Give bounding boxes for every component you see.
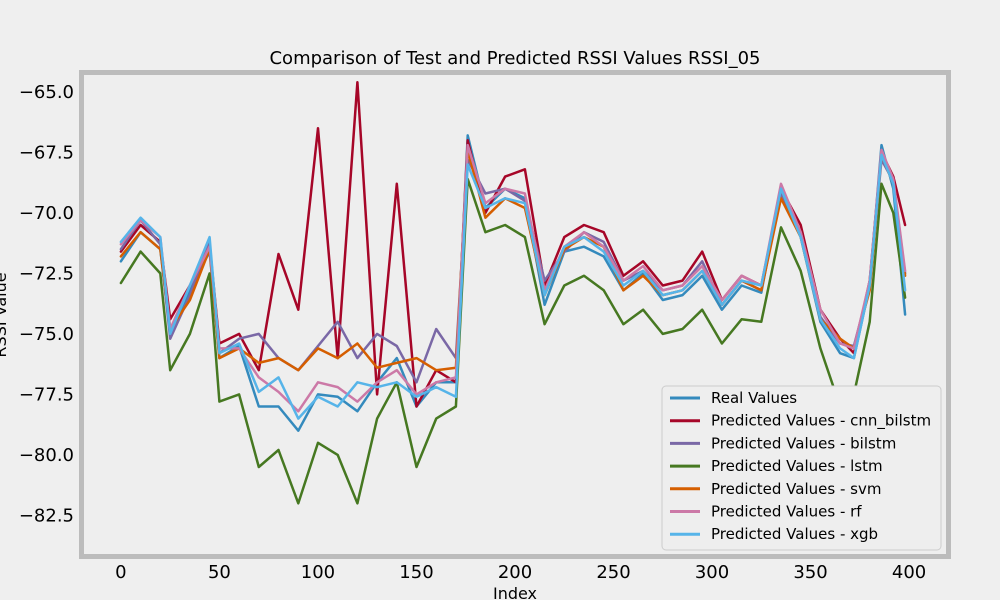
- series-line-1: [119, 80, 907, 408]
- x-ticks: 0 50 100 150 200 250 300 350 400: [115, 562, 926, 583]
- series-line-3: [119, 177, 907, 505]
- legend-label: Predicted Values - xgb: [711, 525, 878, 543]
- legend: Real Values Predicted Values - cnn_bilstm…: [661, 385, 942, 551]
- y-ticks: −82.5 −80.0 −77.5 −75.0 −72.5 −70.0 −67.5 −65.0: [19, 82, 74, 526]
- y-tick-label: −70.0: [19, 203, 74, 224]
- y-tick-label: −67.5: [19, 142, 74, 163]
- x-tick-label: 400: [892, 562, 926, 583]
- x-tick-label: 100: [301, 562, 335, 583]
- y-tick-label: −65.0: [19, 82, 74, 103]
- chart-title: Comparison of Test and Predicted RSSI Va…: [269, 48, 760, 69]
- x-tick-label: 200: [498, 562, 532, 583]
- legend-box: [661, 385, 942, 551]
- legend-label: Predicted Values - bilstm: [711, 434, 896, 452]
- y-tick-label: −80.0: [19, 445, 74, 466]
- x-tick-label: 250: [596, 562, 630, 583]
- x-tick-label: 300: [695, 562, 729, 583]
- y-tick-label: −82.5: [19, 505, 74, 526]
- series-line-6: [119, 153, 907, 420]
- series-lines: [119, 80, 907, 505]
- legend-label: Real Values: [711, 389, 797, 407]
- x-axis-label: Index: [493, 584, 537, 600]
- y-tick-label: −77.5: [19, 384, 74, 405]
- legend-label: Predicted Values - svm: [711, 480, 881, 498]
- legend-label: Predicted Values - cnn_bilstm: [711, 412, 931, 431]
- x-tick-label: 50: [208, 562, 231, 583]
- legend-label: Predicted Values - rf: [711, 503, 862, 521]
- y-tick-label: −72.5: [19, 263, 74, 284]
- y-axis-label: RSSI Value: [0, 272, 10, 357]
- x-tick-label: 350: [793, 562, 827, 583]
- y-tick-label: −75.0: [19, 324, 74, 345]
- x-tick-label: 150: [399, 562, 433, 583]
- legend-label: Predicted Values - lstm: [711, 457, 883, 475]
- x-tick-label: 0: [115, 562, 126, 583]
